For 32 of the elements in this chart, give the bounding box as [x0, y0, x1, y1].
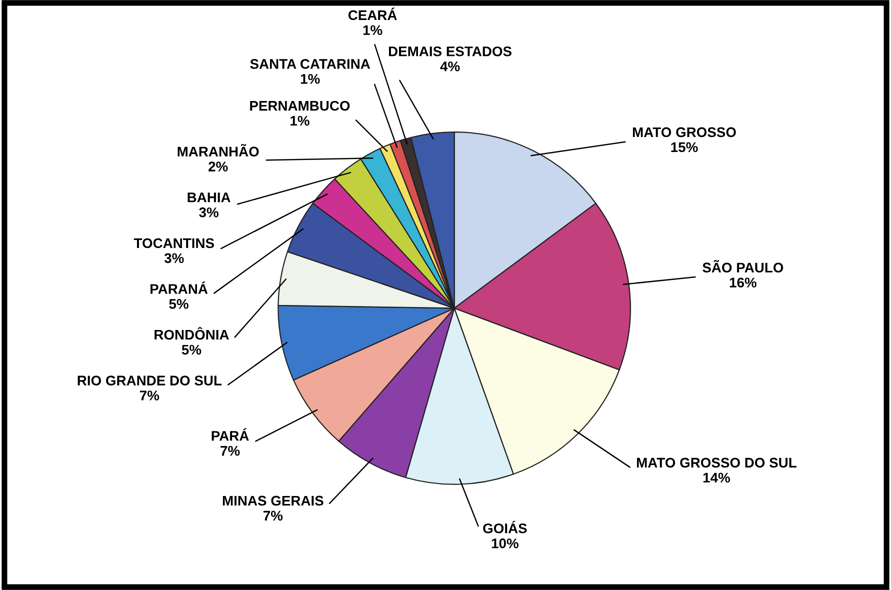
data-label: 1%: [290, 116, 310, 126]
slice-label: GOIÁS: [483, 520, 527, 534]
data-label: 1%: [300, 74, 320, 84]
slice-label: MATO GROSSO DO SUL: [637, 458, 796, 468]
slice-label: DEMAIS ESTADOS: [388, 46, 512, 56]
data-label: 10%: [492, 538, 518, 548]
data-label: 2%: [208, 162, 228, 172]
data-label: 3%: [164, 253, 184, 264]
slice-label: SÃO PAULO: [702, 260, 784, 273]
slice-label: MARANHÃO: [178, 144, 259, 157]
data-label: 7%: [264, 510, 283, 521]
data-label: 1%: [363, 25, 382, 36]
slice-label: PARANÁ: [150, 281, 208, 294]
slice-label: BAHIA: [188, 192, 230, 202]
data-label: 3%: [199, 207, 218, 218]
slice-label: MINAS GERAIS: [222, 496, 324, 506]
slice-label: RIO GRANDE DO SUL: [78, 376, 222, 386]
data-label: 14%: [703, 472, 730, 483]
slice-label: TOCANTINS: [134, 238, 214, 248]
slice-label: PARÁ: [212, 428, 249, 441]
slice-label: SANTA CATARINA: [250, 59, 370, 69]
data-label: 7%: [140, 390, 160, 400]
slice-label: PERNAMBUCO: [250, 100, 350, 111]
data-label: 16%: [730, 278, 756, 288]
data-label: 15%: [671, 142, 698, 152]
slice-label: MATO GROSSO: [632, 127, 736, 138]
slice-label: CEARÁ: [348, 8, 397, 20]
data-label: 5%: [169, 299, 188, 309]
data-label: 5%: [182, 344, 202, 355]
slice-label: RONDÔNIA: [154, 327, 229, 340]
data-label: 7%: [220, 446, 240, 456]
data-label: 4%: [440, 61, 460, 72]
